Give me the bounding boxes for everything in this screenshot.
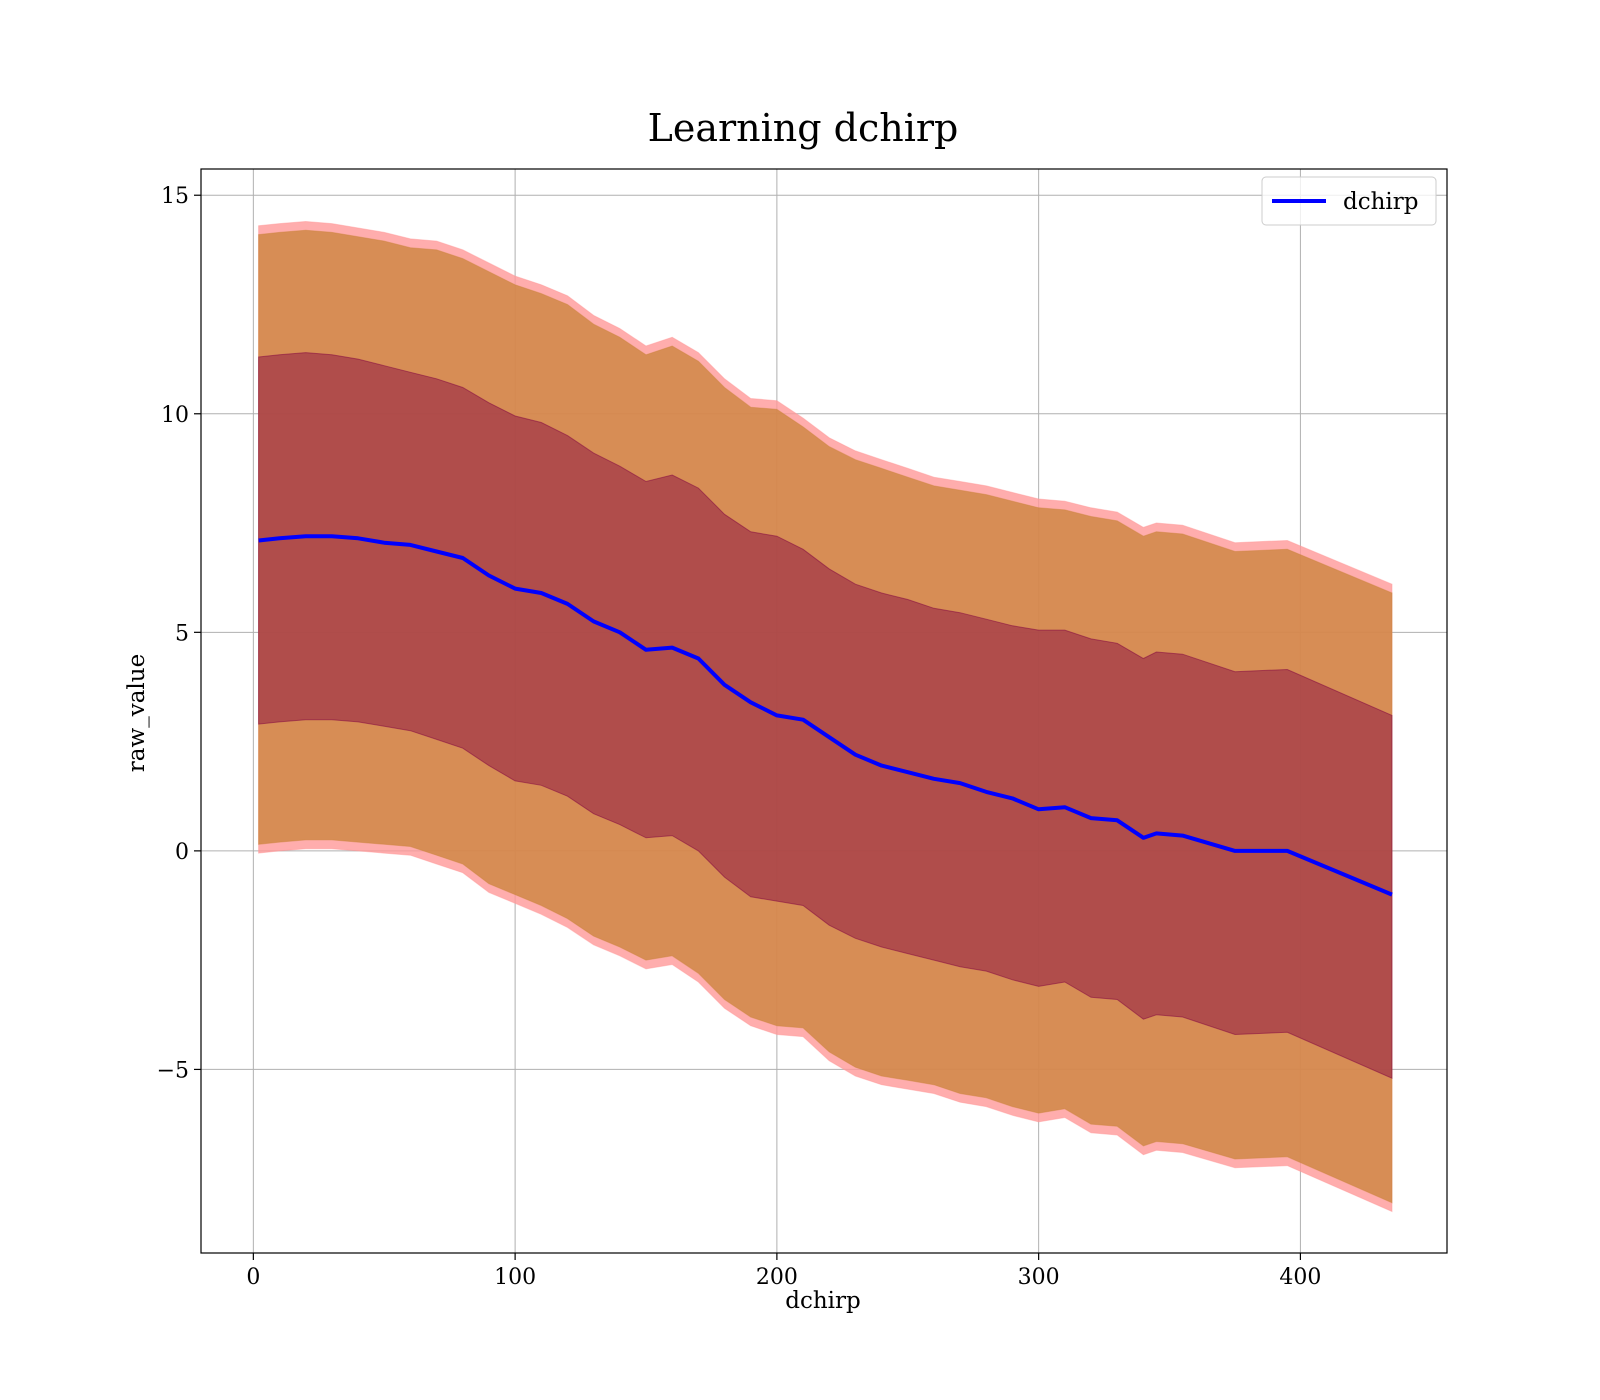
y-tick-label: 5 xyxy=(175,621,189,646)
band-1-sigma xyxy=(258,352,1393,1079)
plot-area xyxy=(200,168,1448,1254)
x-tick-label: 200 xyxy=(756,1265,798,1290)
legend-box xyxy=(1261,176,1437,226)
series-line-dchirp xyxy=(258,534,1393,897)
x-tick-label: 0 xyxy=(246,1265,260,1290)
x-axis-label: dchirp xyxy=(785,1288,861,1314)
x-tick-label: 300 xyxy=(1018,1265,1060,1290)
x-tick-label: 100 xyxy=(494,1265,536,1290)
x-axis-ticks: 0 100 200 300 400 xyxy=(246,1253,1321,1290)
band-2-sigma xyxy=(258,229,1393,1204)
x-tick-label: 400 xyxy=(1279,1265,1321,1290)
legend-label-dchirp: dchirp xyxy=(1343,189,1419,215)
chart-title: Learning dchirp xyxy=(648,106,959,150)
y-tick-label: 15 xyxy=(161,184,189,209)
axes-frame xyxy=(200,168,1448,1254)
y-axis-label: raw_value xyxy=(124,654,150,772)
y-tick-label: −5 xyxy=(157,1058,189,1083)
y-tick-label: 10 xyxy=(161,403,189,428)
y-axis-ticks: −5 0 5 10 15 xyxy=(157,184,201,1083)
confidence-bands xyxy=(258,220,1393,1213)
legend: dchirp xyxy=(1261,176,1437,226)
y-tick-label: 0 xyxy=(175,840,189,865)
series-lines xyxy=(258,534,1393,897)
